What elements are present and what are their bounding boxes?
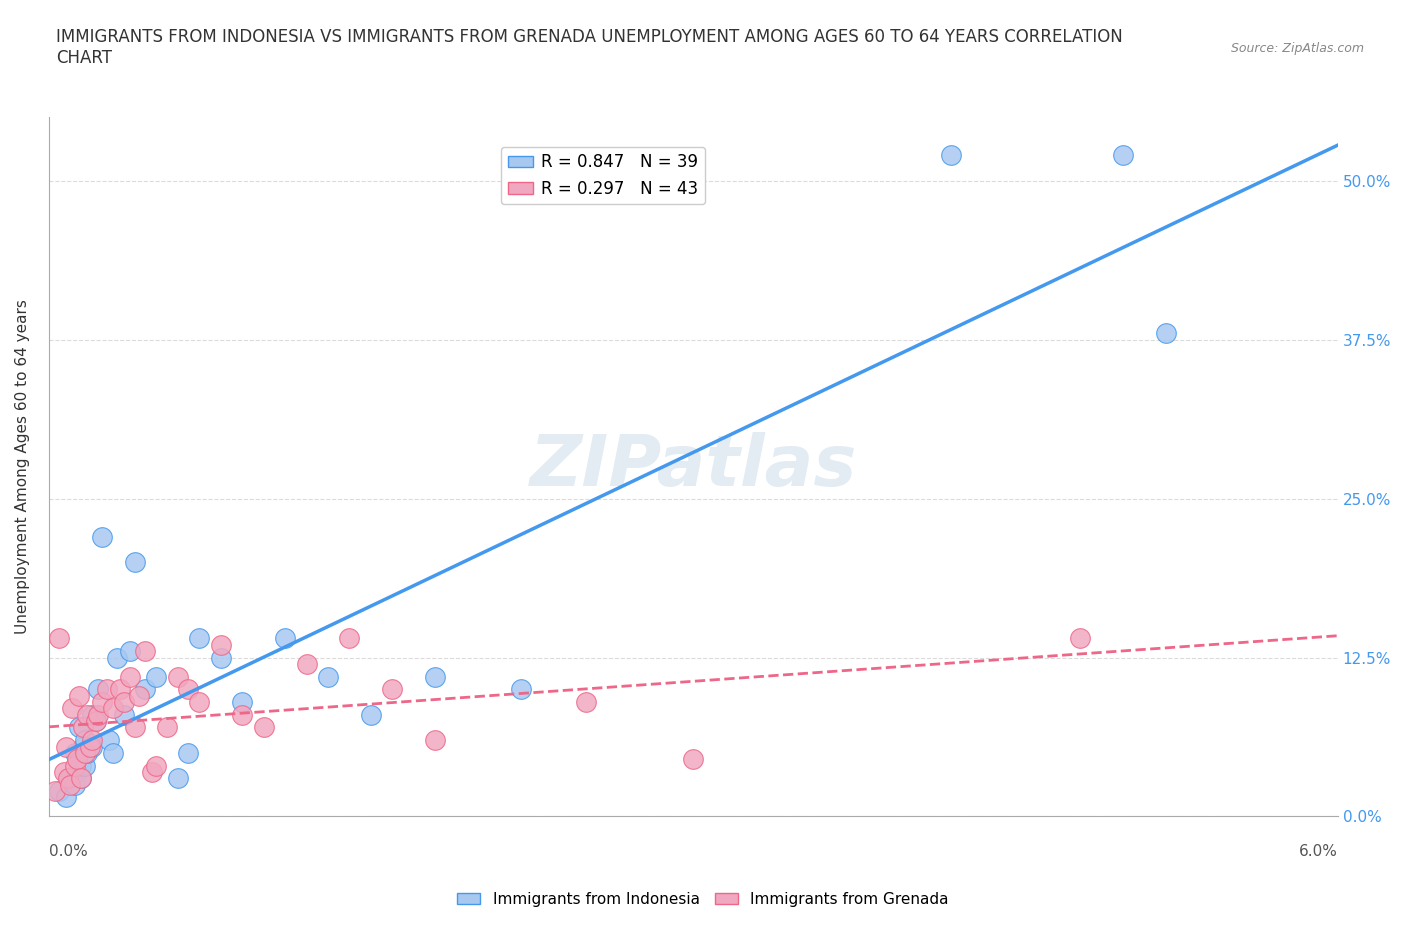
Point bbox=[177, 746, 200, 761]
Point bbox=[166, 771, 188, 786]
Point bbox=[108, 682, 131, 697]
Point bbox=[425, 670, 447, 684]
Point bbox=[84, 713, 107, 728]
Point bbox=[84, 713, 107, 728]
Point bbox=[107, 650, 129, 665]
Legend: R = 0.847   N = 39, R = 0.297   N = 43: R = 0.847 N = 39, R = 0.297 N = 43 bbox=[501, 147, 704, 205]
Point bbox=[48, 631, 70, 646]
Legend: Immigrants from Indonesia, Immigrants from Grenada: Immigrants from Indonesia, Immigrants fr… bbox=[451, 886, 955, 913]
Text: 0.0%: 0.0% bbox=[49, 844, 87, 859]
Point bbox=[66, 751, 89, 766]
Point bbox=[96, 682, 118, 697]
Point bbox=[120, 644, 142, 658]
Point bbox=[339, 631, 361, 646]
Point bbox=[112, 708, 135, 723]
Point bbox=[134, 682, 156, 697]
Point bbox=[91, 695, 114, 710]
Point bbox=[59, 771, 82, 786]
Point bbox=[128, 688, 150, 703]
Point bbox=[112, 695, 135, 710]
Point bbox=[145, 758, 167, 773]
Point bbox=[55, 790, 77, 804]
Point bbox=[103, 746, 125, 761]
Point bbox=[939, 148, 962, 163]
Point bbox=[70, 771, 93, 786]
Point bbox=[87, 708, 110, 723]
Point bbox=[209, 650, 232, 665]
Point bbox=[316, 670, 339, 684]
Point bbox=[103, 701, 125, 716]
Point bbox=[188, 631, 211, 646]
Text: ZIPatlas: ZIPatlas bbox=[530, 432, 856, 501]
Point bbox=[63, 777, 86, 792]
Point bbox=[166, 670, 188, 684]
Point bbox=[682, 751, 704, 766]
Point bbox=[91, 529, 114, 544]
Point bbox=[63, 746, 86, 761]
Point bbox=[52, 764, 75, 779]
Point bbox=[80, 733, 103, 748]
Point bbox=[75, 758, 97, 773]
Point bbox=[48, 784, 70, 799]
Point bbox=[231, 708, 253, 723]
Point bbox=[56, 771, 79, 786]
Point bbox=[252, 720, 274, 735]
Point bbox=[44, 784, 66, 799]
Point bbox=[72, 739, 94, 754]
Point bbox=[231, 695, 253, 710]
Point bbox=[66, 764, 89, 779]
Point bbox=[76, 708, 98, 723]
Text: 6.0%: 6.0% bbox=[1299, 844, 1337, 859]
Point bbox=[76, 746, 98, 761]
Point bbox=[63, 758, 86, 773]
Point bbox=[575, 695, 598, 710]
Point bbox=[124, 555, 146, 570]
Point bbox=[80, 739, 103, 754]
Point bbox=[124, 720, 146, 735]
Point bbox=[274, 631, 297, 646]
Point bbox=[156, 720, 179, 735]
Point bbox=[67, 688, 90, 703]
Point bbox=[70, 771, 93, 786]
Y-axis label: Unemployment Among Ages 60 to 64 years: Unemployment Among Ages 60 to 64 years bbox=[15, 299, 30, 634]
Point bbox=[120, 670, 142, 684]
Point bbox=[60, 701, 83, 716]
Point bbox=[67, 720, 90, 735]
Point bbox=[425, 733, 447, 748]
Point bbox=[510, 682, 533, 697]
Point bbox=[188, 695, 211, 710]
Point bbox=[72, 720, 94, 735]
Text: Source: ZipAtlas.com: Source: ZipAtlas.com bbox=[1230, 42, 1364, 55]
Point bbox=[87, 682, 110, 697]
Text: IMMIGRANTS FROM INDONESIA VS IMMIGRANTS FROM GRENADA UNEMPLOYMENT AMONG AGES 60 : IMMIGRANTS FROM INDONESIA VS IMMIGRANTS … bbox=[56, 28, 1123, 67]
Point bbox=[381, 682, 404, 697]
Point bbox=[145, 670, 167, 684]
Point bbox=[141, 764, 163, 779]
Point bbox=[1112, 148, 1135, 163]
Point bbox=[70, 758, 93, 773]
Point bbox=[177, 682, 200, 697]
Point bbox=[134, 644, 156, 658]
Point bbox=[75, 733, 97, 748]
Point bbox=[59, 777, 82, 792]
Point bbox=[360, 708, 382, 723]
Point bbox=[209, 637, 232, 652]
Point bbox=[97, 733, 120, 748]
Point bbox=[79, 739, 101, 754]
Point bbox=[80, 708, 103, 723]
Point bbox=[1154, 326, 1177, 340]
Point bbox=[295, 657, 318, 671]
Point bbox=[75, 746, 97, 761]
Point bbox=[1069, 631, 1091, 646]
Point bbox=[55, 739, 77, 754]
